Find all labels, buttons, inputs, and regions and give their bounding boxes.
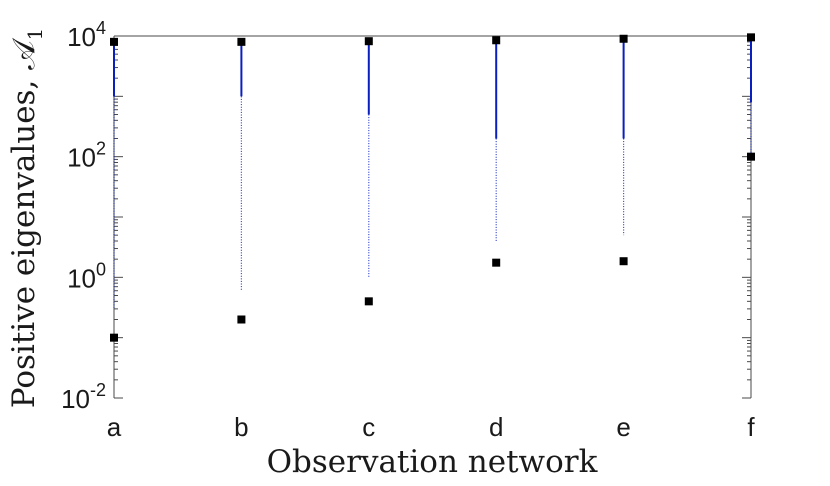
y-axis-title-subscript: 1 [23, 28, 47, 41]
x-tick-label: c [362, 412, 375, 442]
eigenvalue-marker [747, 152, 755, 161]
y-tick-exponent: -2 [90, 380, 106, 400]
eigenvalue-marker [747, 33, 755, 42]
y-tick-exponent: 0 [96, 259, 106, 279]
x-tick-label: a [107, 412, 122, 442]
eigenvalue-marker [237, 315, 246, 324]
y-axis-title-text: Positive eigenvalues, 𝒜 [6, 37, 42, 408]
eigenvalue-marker [492, 36, 501, 45]
eigenvalue-marker [492, 258, 501, 267]
eigenvalue-marker [364, 297, 373, 306]
x-tick-label: d [489, 412, 503, 442]
y-tick-base: 10 [67, 263, 96, 293]
x-tick-label: e [616, 412, 630, 442]
y-tick-base: 10 [67, 143, 96, 173]
axes [113, 35, 752, 399]
x-tick-labels: a b c d e f [107, 412, 756, 442]
eigenvalue-marker [237, 37, 246, 46]
x-tick-label: f [747, 412, 755, 442]
eigenvalue-marker [619, 257, 628, 266]
y-tick-base: 10 [61, 384, 90, 414]
eigenvalue-ranges [113, 37, 752, 309]
eigenvalue-marker [364, 37, 373, 46]
eigenvalue-marker [110, 333, 118, 342]
y-tick-label: 102 [67, 139, 106, 173]
y-tick-label: 104 [67, 18, 106, 52]
y-axis-title: Positive eigenvalues, 𝒜1 [6, 28, 47, 409]
y-tick-base: 10 [67, 22, 96, 52]
extreme-eigenvalue-markers [110, 33, 755, 342]
x-axis-title: Observation network [267, 444, 598, 480]
y-tick-label: 10-2 [61, 380, 106, 414]
x-tick-label: b [234, 412, 248, 442]
eigenvalue-marker [619, 34, 628, 43]
y-tick-label: 100 [67, 259, 106, 293]
y-tick-exponent: 4 [96, 18, 106, 38]
eigenvalue-marker [110, 37, 118, 46]
y-tick-exponent: 2 [96, 139, 106, 159]
